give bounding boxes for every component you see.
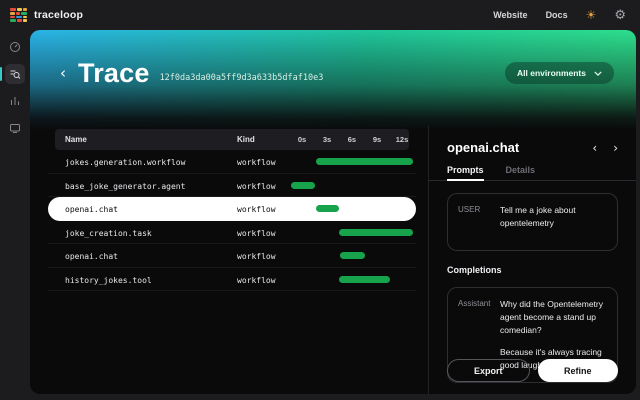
brand-name: traceloop — [34, 9, 84, 21]
main-panel: ‹ Trace 12f0da3da00a5ff9d3a633b5dfaf10e3… — [30, 30, 636, 394]
span-kind: workflow — [237, 228, 276, 238]
settings-gear-icon[interactable]: ⚙ — [614, 7, 626, 23]
duration-bar — [290, 181, 316, 189]
docs-link[interactable]: Docs — [545, 10, 568, 20]
back-chevron-icon[interactable]: ‹ — [60, 63, 66, 82]
time-axis: 0s 3s 6s 9s 12s — [285, 129, 415, 150]
span-timeline — [285, 174, 415, 197]
detail-actions: Export Refine — [447, 359, 618, 382]
axis-tick: 9s — [372, 135, 382, 144]
detail-tabs: Prompts Details — [429, 165, 636, 181]
duration-bar — [338, 228, 413, 236]
span-kind: workflow — [237, 205, 276, 214]
environment-selector-label: All environments — [517, 68, 586, 78]
next-span-chevron-icon[interactable]: › — [613, 140, 618, 155]
active-item-indicator — [0, 67, 2, 81]
trace-search-icon — [10, 70, 21, 79]
environment-selector[interactable]: All environments — [505, 62, 614, 84]
span-table: Name Kind 0s 3s 6s 9s 12s jokes.generati… — [48, 129, 416, 291]
topbar-right: Website Docs ☀ ⚙ — [493, 9, 626, 22]
span-timeline — [285, 268, 415, 291]
prompt-message-box: USER Tell me a joke about opentelemetry — [447, 193, 618, 251]
span-timeline — [285, 150, 415, 173]
chevron-down-icon — [594, 70, 602, 76]
span-kind: workflow — [237, 252, 276, 261]
span-table-header: Name Kind 0s 3s 6s 9s 12s — [55, 129, 409, 150]
span-name: openai.chat — [65, 205, 118, 214]
span-timeline — [285, 197, 415, 220]
topbar: traceloop Website Docs ☀ ⚙ — [0, 0, 640, 30]
prompt-role-label: USER — [458, 205, 481, 214]
span-name: base_joke_generator.agent — [65, 181, 186, 191]
tab-prompts[interactable]: Prompts — [447, 165, 484, 181]
axis-tick: 0s — [297, 135, 307, 144]
axis-tick: 12s — [395, 135, 409, 144]
span-name: history_jokes.tool — [65, 275, 152, 285]
bar-chart-icon — [11, 97, 19, 105]
prev-span-chevron-icon[interactable]: ‹ — [592, 140, 598, 155]
export-button[interactable]: Export — [447, 359, 530, 382]
duration-bar — [315, 158, 413, 165]
theme-toggle-sun-icon[interactable]: ☀ — [585, 8, 597, 22]
gauge-icon — [10, 42, 20, 52]
column-header-name: Name — [65, 135, 87, 144]
sidebar-item-monitors[interactable] — [5, 118, 25, 138]
duration-bar — [339, 252, 365, 259]
refine-button[interactable]: Refine — [537, 359, 618, 382]
span-detail-title: openai.chat — [447, 140, 520, 155]
trace-header: ‹ Trace 12f0da3da00a5ff9d3a633b5dfaf10e3… — [30, 30, 636, 130]
completion-role-label: Assistant — [458, 299, 491, 308]
table-row[interactable]: joke_creation.task workflow — [48, 221, 416, 244]
span-timeline — [285, 221, 415, 244]
duration-bar — [338, 275, 390, 283]
table-row[interactable]: history_jokes.tool workflow — [48, 268, 416, 291]
table-row[interactable]: jokes.generation.workflow workflow — [48, 150, 416, 174]
trace-id: 12f0da3da00a5ff9d3a633b5dfaf10e3 — [159, 73, 324, 83]
completions-heading: Completions — [447, 265, 502, 275]
axis-tick: 3s — [322, 135, 332, 144]
website-link[interactable]: Website — [493, 10, 528, 20]
tab-details[interactable]: Details — [505, 165, 536, 175]
sidebar-item-traces[interactable] — [0, 64, 25, 84]
span-kind: workflow — [237, 275, 276, 285]
table-row[interactable]: openai.chat workflow — [48, 244, 416, 268]
column-header-kind: Kind — [237, 135, 255, 144]
brand[interactable]: traceloop — [10, 8, 83, 22]
page-title: Trace — [78, 57, 150, 88]
duration-bar — [315, 205, 339, 212]
prompt-text: Tell me a joke about opentelemetry — [500, 205, 576, 228]
span-name: jokes.generation.workflow — [65, 158, 186, 167]
span-detail-panel: openai.chat ‹ › Prompts Details USER Tel… — [428, 126, 636, 394]
span-name: joke_creation.task — [65, 228, 152, 238]
sidebar-item-analytics[interactable] — [5, 91, 25, 111]
span-name: openai.chat — [65, 252, 118, 261]
span-timeline — [285, 244, 415, 267]
span-kind: workflow — [237, 158, 276, 167]
monitor-icon — [10, 124, 20, 133]
completion-line: Why did the Opentelemetry agent become a… — [500, 299, 603, 335]
span-kind: workflow — [237, 181, 276, 191]
axis-tick: 6s — [347, 135, 357, 144]
sidebar-item-dashboard[interactable] — [5, 37, 25, 57]
sidebar-rail — [0, 30, 30, 400]
table-row-selected[interactable]: openai.chat workflow — [48, 197, 416, 221]
traceloop-logo-icon — [10, 8, 27, 22]
table-row[interactable]: base_joke_generator.agent workflow — [48, 174, 416, 197]
